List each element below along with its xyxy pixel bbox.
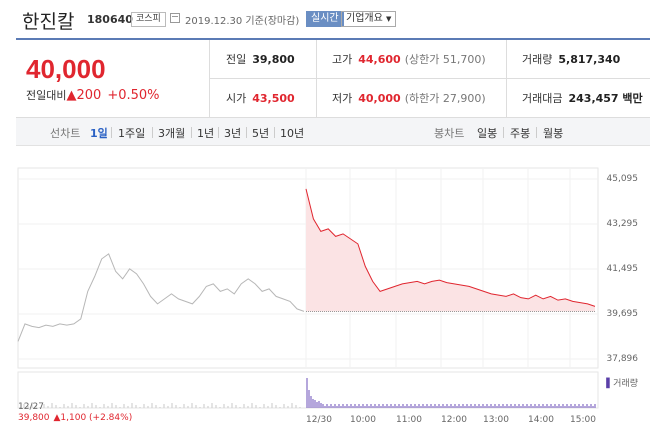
plot-area-border — [17, 167, 599, 369]
volume-label: 거래량 — [522, 53, 553, 66]
x-tick-label: 14:00 — [528, 415, 554, 425]
volume-value: 5,817,340 — [558, 53, 621, 66]
company-info-dropdown[interactable]: 기업개요 ▼ — [341, 11, 397, 27]
volume-legend-label: 거래량 — [613, 379, 638, 389]
volume-legend: ▌거래량 — [606, 376, 638, 389]
open-label: 시가 — [226, 92, 247, 105]
low-label: 저가 — [332, 92, 353, 105]
y-tick-label: 43,295 — [606, 219, 639, 229]
prev-close-label: 전일 — [226, 53, 247, 66]
price-change: 전일대비▲200 +0.50% — [26, 87, 160, 103]
x-tick-label: 11:00 — [396, 415, 422, 425]
y-tick-label: 39,695 — [606, 309, 639, 319]
current-price-panel: 40,000 전일대비▲200 +0.50% — [16, 40, 210, 118]
y-tick-label: 41,495 — [606, 264, 639, 274]
open-value: 43,500 — [252, 92, 295, 105]
change-label: 전일대비 — [26, 89, 67, 102]
company-info-label: 기업개요 — [346, 13, 383, 24]
y-tick-label: 37,896 — [606, 354, 639, 364]
volume-panel-border — [17, 371, 599, 409]
low-cell: 저가 40,000 (하한가 27,900) — [332, 79, 486, 118]
stock-code: 180640 — [87, 13, 133, 26]
turnover-label: 거래대금 — [522, 92, 563, 105]
price-summary: 40,000 전일대비▲200 +0.50% 전일 39,800 고가 44,600(… — [16, 38, 650, 118]
prev-close-value: 39,800 — [252, 53, 295, 66]
prev-day-close: 39,800 — [18, 413, 50, 423]
tab-period-1d[interactable]: 1일 — [90, 127, 108, 140]
series-line-prev-day — [17, 253, 305, 342]
tab-period-5y[interactable]: 5년 — [252, 127, 270, 140]
divider — [503, 127, 504, 138]
price-chart[interactable]: 45,095 43,295 41,495 39,695 37,896 ▌거래량 … — [0, 150, 650, 429]
change-percent: +0.50% — [107, 88, 160, 103]
divider — [111, 127, 112, 138]
turnover-value: 243,457 백만 — [568, 92, 643, 105]
low-value: 40,000 — [358, 92, 401, 105]
x-tick-label: 15:00 — [570, 415, 596, 425]
candle-chart-label: 봉차트 — [434, 127, 465, 140]
prev-close-cell: 전일 39,800 — [226, 40, 295, 79]
volume-legend-swatch: ▌ — [606, 379, 614, 389]
chevron-down-icon: ▼ — [386, 15, 392, 23]
summary-row-2: 시가 43,500 저가 40,000 (하한가 27,900) 거래대금 243,45… — [210, 79, 650, 118]
upper-limit: (상한가 51,700) — [404, 53, 486, 66]
x-tick-label: 13:00 — [483, 415, 509, 425]
divider — [218, 127, 219, 138]
stock-header: 한진칼 180640 코스피 2019.12.30 기준(장마감) 실시간 기업… — [0, 0, 650, 38]
x-tick-label: 12/30 — [306, 415, 332, 425]
tab-candle-monthly[interactable]: 월봉 — [543, 127, 564, 140]
current-price: 40,000 — [26, 54, 106, 84]
divider — [536, 127, 537, 138]
x-tick-label: 10:00 — [350, 415, 376, 425]
line-chart-label: 선차트 — [50, 127, 81, 140]
high-cell: 고가 44,600 (상한가 51,700) — [332, 40, 486, 79]
high-value: 44,600 — [358, 53, 401, 66]
divider — [191, 127, 192, 138]
divider — [246, 127, 247, 138]
y-tick-label: 45,095 — [606, 174, 639, 184]
calendar-icon — [170, 13, 180, 23]
lower-limit: (하한가 27,900) — [404, 92, 486, 105]
tab-candle-daily[interactable]: 일봉 — [477, 127, 498, 140]
series-area-fill — [306, 188, 595, 312]
prev-day-change: ▲1,100 (+2.84%) — [53, 413, 133, 423]
x-tick-label: 12:00 — [441, 415, 467, 425]
chart-tab-bar: 선차트 1일 1주일 3개월 1년 3년 5년 10년 봉차트 일봉 주봉 월봉 — [16, 118, 650, 146]
divider — [316, 40, 317, 118]
up-arrow-icon: ▲ — [66, 88, 77, 103]
tab-period-10y[interactable]: 10년 — [280, 127, 305, 140]
tab-period-3y[interactable]: 3년 — [224, 127, 242, 140]
stock-name: 한진칼 — [22, 11, 75, 33]
price-chart-svg — [17, 167, 599, 409]
volume-cell: 거래량 5,817,340 — [522, 40, 620, 79]
divider — [274, 127, 275, 138]
tab-period-1w[interactable]: 1주일 — [118, 127, 146, 140]
realtime-button[interactable]: 실시간 — [306, 11, 344, 27]
as-of-date: 2019.12.30 기준(장마감) — [185, 16, 300, 27]
market-badge: 코스피 — [131, 12, 166, 27]
divider — [152, 127, 153, 138]
divider — [506, 40, 507, 118]
tab-period-1y[interactable]: 1년 — [197, 127, 215, 140]
summary-row-1: 전일 39,800 고가 44,600 (상한가 51,700) 거래량 5,817,3… — [210, 40, 650, 79]
series-line-current-day — [305, 188, 596, 307]
tab-period-3m[interactable]: 3개월 — [158, 127, 186, 140]
change-value: 200 — [76, 88, 102, 103]
open-cell: 시가 43,500 — [226, 79, 295, 118]
tab-candle-weekly[interactable]: 주봉 — [510, 127, 531, 140]
prev-day-summary: 39,800 ▲1,100 (+2.84%) — [18, 413, 132, 423]
x-tick-label: 12/27 — [18, 402, 44, 412]
turnover-cell: 거래대금 243,457 백만 — [522, 79, 643, 118]
high-label: 고가 — [332, 53, 353, 66]
